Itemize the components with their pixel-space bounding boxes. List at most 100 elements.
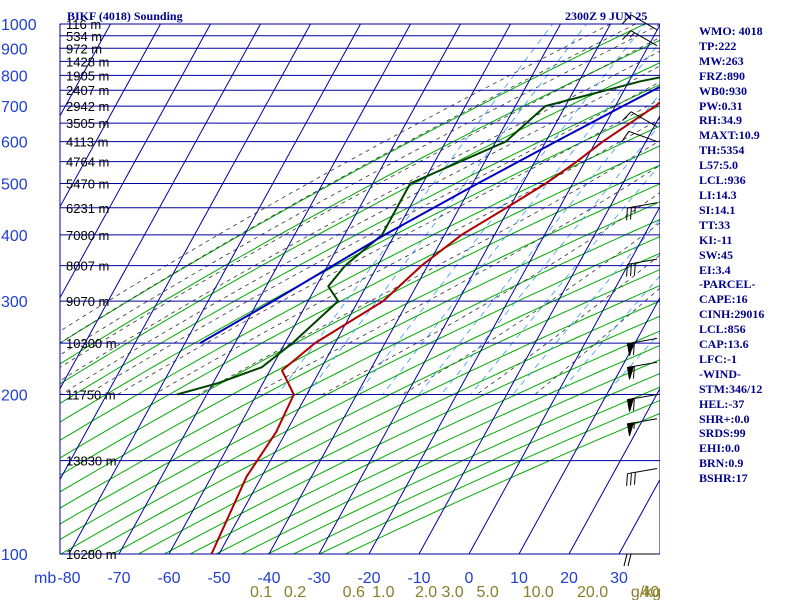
barb-staff (627, 258, 658, 265)
pressure-label: 200 (1, 387, 28, 404)
sounding-title: BIKF (4018) Sounding (67, 9, 183, 23)
mixing-ratio-label: 2.0 (415, 584, 437, 600)
moist-adiabat (253, 164, 660, 395)
wind-barb (626, 338, 658, 356)
pressure-label: 500 (1, 177, 28, 194)
pressure-label: 1000 (1, 17, 37, 34)
index-item: EI:3.4 (699, 262, 731, 277)
dry-adiabat (60, 201, 660, 509)
index-item: SW:45 (699, 247, 734, 262)
wind-barb (626, 393, 658, 412)
temperature-tick-label: -60 (157, 570, 180, 587)
barb-full (627, 553, 632, 567)
pressure-label: 700 (1, 99, 28, 116)
barb-full (623, 553, 628, 567)
isotherm (218, 24, 511, 554)
isotherm (60, 24, 311, 481)
index-item: LI:14.3 (699, 187, 737, 202)
mixing-ratio-label: 10.0 (523, 584, 554, 600)
dry-adiabat (60, 125, 660, 441)
temperature-tick-label: mb (34, 570, 56, 587)
temperature-tick-label: -40 (257, 570, 280, 587)
index-item: L57:5.0 (699, 158, 738, 173)
barb-staff (630, 30, 658, 47)
height-label: 7080 m (66, 228, 109, 243)
moist-adiabat (476, 254, 660, 395)
index-item: PW:0.31 (699, 98, 743, 113)
barb-pennant (626, 365, 635, 380)
temperature-tick-label: 10 (510, 570, 528, 587)
temperature-tick-label: 20 (560, 570, 578, 587)
dry-adiabat (137, 300, 660, 554)
dewpoint-trace (176, 76, 660, 396)
isotherm (60, 24, 261, 390)
height-label: 9070 m (66, 294, 109, 309)
barb-full (632, 366, 635, 379)
dry-adiabat (60, 145, 660, 459)
isotherm (518, 296, 660, 554)
moist-adiabat (60, 24, 611, 332)
dry-adiabat (111, 284, 660, 554)
wind-barb (622, 111, 658, 128)
index-item: BSHR:17 (699, 471, 748, 486)
temperature-tick-label: -70 (107, 570, 130, 587)
pressure-label: 800 (1, 68, 28, 85)
index-item: SRDS:99 (699, 426, 746, 441)
dry-adiabat (60, 62, 660, 385)
isotherm (60, 24, 161, 208)
isotherm (168, 24, 461, 554)
barb-pennant (626, 342, 635, 356)
mixing-ratio-label: 3.0 (441, 584, 463, 600)
height-label: 5470 m (66, 177, 109, 192)
height-label: 1905 m (66, 68, 109, 83)
index-item: CAP:13.6 (699, 337, 749, 352)
height-label: 10300 m (66, 336, 117, 351)
index-item: FRZ:890 (699, 68, 745, 83)
barb-full (622, 30, 632, 40)
moist-adiabat (401, 222, 660, 395)
pressure-label: 900 (1, 41, 28, 58)
mixing-ratio-label: g/kg (631, 584, 660, 600)
index-item: KI:-11 (699, 232, 733, 247)
dry-adiabat (60, 39, 660, 365)
sounding-traces (176, 76, 660, 554)
temperature-tick-label: 30 (610, 570, 628, 587)
index-item: MAXT:10.9 (699, 128, 760, 143)
dry-adiabat (60, 218, 660, 525)
pressure-label: 600 (1, 135, 28, 152)
grid (59, 23, 660, 555)
index-item: LCL:936 (699, 173, 746, 188)
index-item: -PARCEL- (699, 277, 756, 292)
barb-staff (627, 202, 658, 209)
height-label: 4113 m (66, 135, 108, 150)
wind-barbs (621, 14, 658, 567)
isotherm (268, 24, 561, 554)
height-label: 8007 m (66, 259, 109, 274)
isotherm (68, 24, 361, 554)
height-label: 534 m (66, 29, 102, 44)
pressure-label: 300 (1, 294, 28, 311)
temperature-trace (210, 100, 660, 554)
wind-barb (622, 30, 658, 47)
barb-full (626, 207, 628, 221)
barb-staff (628, 130, 658, 143)
dry-adiabat (318, 399, 660, 554)
moist-adiabat (60, 65, 660, 395)
isotherm (318, 24, 611, 554)
barb-full (626, 473, 628, 487)
mixing-ratio-line (382, 41, 660, 395)
mixing-ratio-line (440, 124, 660, 395)
dry-adiabat (60, 252, 660, 554)
temperature-tick-label: -10 (407, 570, 430, 587)
isotherm (118, 24, 411, 554)
barb-full (630, 263, 632, 277)
isotherm (60, 24, 211, 299)
barb-full (621, 131, 630, 142)
wind-barb (623, 553, 657, 567)
barb-half (629, 32, 635, 38)
mixing-ratio-label: 0.6 (343, 584, 365, 600)
dry-adiabat (85, 269, 660, 554)
index-item: HEL:-37 (699, 396, 745, 411)
wind-barb (626, 202, 658, 221)
